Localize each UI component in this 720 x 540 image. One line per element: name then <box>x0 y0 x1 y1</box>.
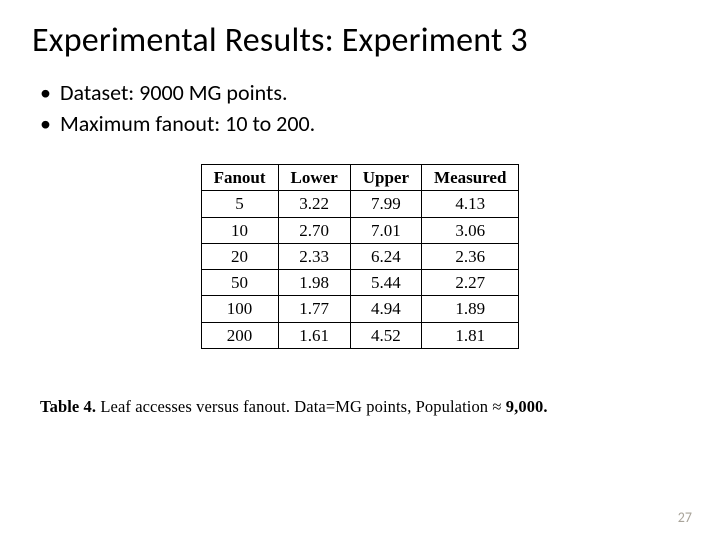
cell: 1.89 <box>422 296 519 322</box>
table-row: 50 1.98 5.44 2.27 <box>201 270 519 296</box>
bullet-item: Maximum fanout: 10 to 200. <box>38 110 688 139</box>
bullet-item: Dataset: 9000 MG points. <box>38 79 688 108</box>
caption-text: Leaf accesses versus fanout. Data=MG poi… <box>96 397 506 416</box>
slide: Experimental Results: Experiment 3 Datas… <box>0 0 720 540</box>
cell: 1.81 <box>422 322 519 348</box>
col-measured: Measured <box>422 165 519 191</box>
bullet-list: Dataset: 9000 MG points. Maximum fanout:… <box>32 79 688 138</box>
cell: 5 <box>201 191 278 217</box>
cell: 2.33 <box>278 243 350 269</box>
cell: 1.77 <box>278 296 350 322</box>
results-table: Fanout Lower Upper Measured 5 3.22 7.99 … <box>201 164 520 349</box>
cell: 4.94 <box>350 296 421 322</box>
cell: 1.98 <box>278 270 350 296</box>
table-row: 20 2.33 6.24 2.36 <box>201 243 519 269</box>
cell: 2.36 <box>422 243 519 269</box>
cell: 2.27 <box>422 270 519 296</box>
table-container: Fanout Lower Upper Measured 5 3.22 7.99 … <box>32 164 688 349</box>
table-row: 200 1.61 4.52 1.81 <box>201 322 519 348</box>
cell: 2.70 <box>278 217 350 243</box>
table-header-row: Fanout Lower Upper Measured <box>201 165 519 191</box>
cell: 50 <box>201 270 278 296</box>
table-row: 5 3.22 7.99 4.13 <box>201 191 519 217</box>
cell: 7.01 <box>350 217 421 243</box>
cell: 20 <box>201 243 278 269</box>
col-upper: Upper <box>350 165 421 191</box>
cell: 4.52 <box>350 322 421 348</box>
cell: 7.99 <box>350 191 421 217</box>
col-lower: Lower <box>278 165 350 191</box>
cell: 100 <box>201 296 278 322</box>
caption-bold: 9,000. <box>506 397 548 416</box>
page-number: 27 <box>678 509 692 526</box>
cell: 3.06 <box>422 217 519 243</box>
cell: 6.24 <box>350 243 421 269</box>
table-row: 100 1.77 4.94 1.89 <box>201 296 519 322</box>
table-row: 10 2.70 7.01 3.06 <box>201 217 519 243</box>
caption-label: Table 4. <box>40 397 96 416</box>
cell: 200 <box>201 322 278 348</box>
col-fanout: Fanout <box>201 165 278 191</box>
cell: 4.13 <box>422 191 519 217</box>
page-title: Experimental Results: Experiment 3 <box>32 20 688 61</box>
cell: 5.44 <box>350 270 421 296</box>
cell: 10 <box>201 217 278 243</box>
cell: 1.61 <box>278 322 350 348</box>
cell: 3.22 <box>278 191 350 217</box>
table-caption: Table 4. Leaf accesses versus fanout. Da… <box>32 397 688 417</box>
